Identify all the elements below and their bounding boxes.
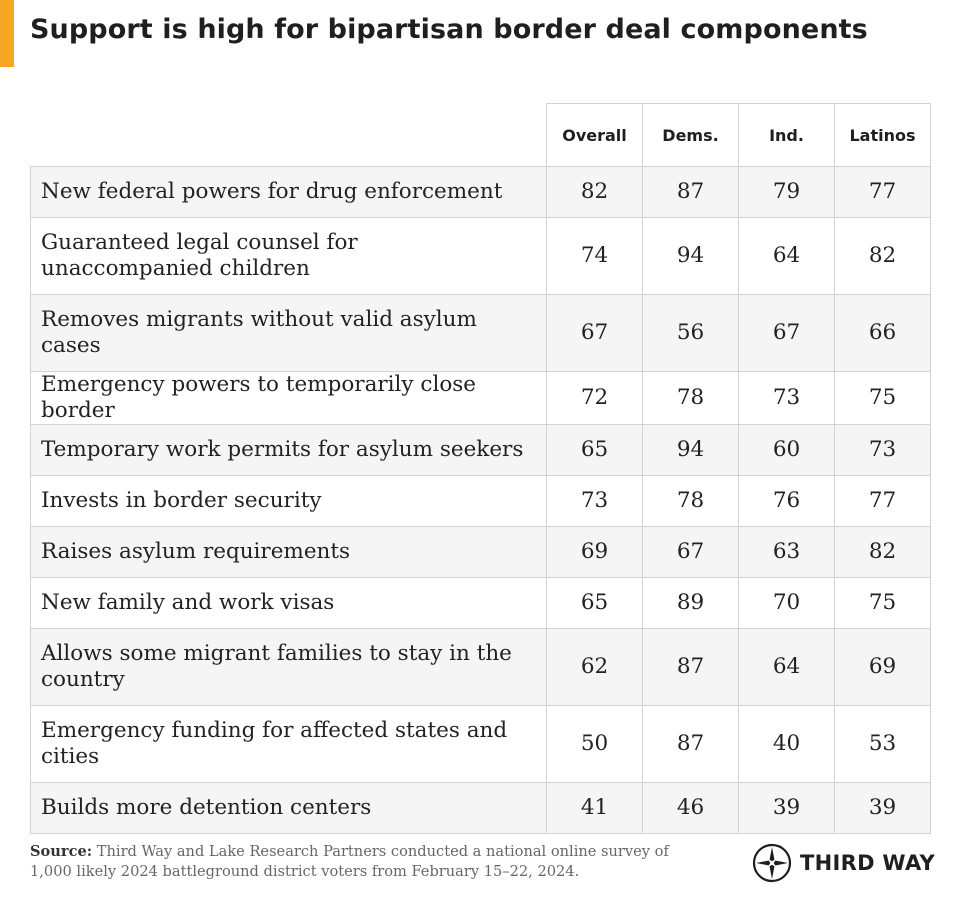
value-cell: 73 [738,371,835,425]
value-cell: 53 [834,705,931,783]
table-row: New federal powers for drug enforcement 8… [30,166,931,218]
value-cell: 62 [546,628,643,706]
value-cell: 79 [738,166,835,218]
value-cell: 67 [642,526,739,578]
table-row: Raises asylum requirements 69 67 63 82 [30,526,931,578]
value-cell: 73 [546,475,643,527]
value-cell: 67 [738,294,835,372]
table-row: Guaranteed legal counsel for unaccompani… [30,217,931,295]
compass-star-icon [752,843,792,883]
table-row: Emergency funding for affected states an… [30,705,931,783]
row-label: Emergency powers to temporarily close bo… [30,371,547,425]
source-text: Third Way and Lake Research Partners con… [30,843,669,880]
value-cell: 73 [834,424,931,476]
value-cell: 77 [834,475,931,527]
table-row: Allows some migrant families to stay in … [30,628,931,706]
value-cell: 75 [834,577,931,629]
value-cell: 78 [642,371,739,425]
value-cell: 41 [546,782,643,834]
row-label: Invests in border security [30,475,547,527]
value-cell: 82 [834,217,931,295]
column-header: Latinos [834,103,931,167]
row-label: Temporary work permits for asylum seeker… [30,424,547,476]
value-cell: 74 [546,217,643,295]
value-cell: 70 [738,577,835,629]
results-table: Overall Dems. Ind. Latinos New federal p… [30,103,931,834]
value-cell: 67 [546,294,643,372]
value-cell: 39 [834,782,931,834]
row-label: Guaranteed legal counsel for unaccompani… [30,217,547,295]
value-cell: 78 [642,475,739,527]
source-label: Source: [30,843,93,860]
row-label: New family and work visas [30,577,547,629]
row-label: Allows some migrant families to stay in … [30,628,547,706]
value-cell: 50 [546,705,643,783]
value-cell: 56 [642,294,739,372]
value-cell: 40 [738,705,835,783]
logo-wordmark: THIRD WAY [800,851,935,875]
title-accent-bar [0,0,14,67]
table-body: New federal powers for drug enforcement 8… [30,166,931,834]
value-cell: 94 [642,217,739,295]
value-cell: 87 [642,628,739,706]
value-cell: 39 [738,782,835,834]
column-header: Ind. [738,103,835,167]
row-label: Removes migrants without valid asylum ca… [30,294,547,372]
table-row: New family and work visas 65 89 70 75 [30,577,931,629]
row-label: Emergency funding for affected states an… [30,705,547,783]
value-cell: 72 [546,371,643,425]
value-cell: 66 [834,294,931,372]
value-cell: 65 [546,424,643,476]
value-cell: 82 [834,526,931,578]
table-row: Builds more detention centers 41 46 39 39 [30,782,931,834]
value-cell: 82 [546,166,643,218]
value-cell: 77 [834,166,931,218]
row-label: Raises asylum requirements [30,526,547,578]
column-header: Overall [546,103,643,167]
value-cell: 69 [546,526,643,578]
value-cell: 64 [738,217,835,295]
row-label: Builds more detention centers [30,782,547,834]
table-row: Invests in border security 73 78 76 77 [30,475,931,527]
value-cell: 69 [834,628,931,706]
row-label: New federal powers for drug enforcement [30,166,547,218]
table-row: Temporary work permits for asylum seeker… [30,424,931,476]
table-row: Emergency powers to temporarily close bo… [30,371,931,425]
value-cell: 76 [738,475,835,527]
chart-title: Support is high for bipartisan border de… [30,14,868,45]
third-way-logo: THIRD WAY [752,843,935,883]
value-cell: 94 [642,424,739,476]
value-cell: 89 [642,577,739,629]
value-cell: 87 [642,166,739,218]
header-blank-cell [30,103,547,167]
value-cell: 46 [642,782,739,834]
value-cell: 64 [738,628,835,706]
value-cell: 60 [738,424,835,476]
source-note: Source: Third Way and Lake Research Part… [30,842,690,882]
value-cell: 87 [642,705,739,783]
value-cell: 75 [834,371,931,425]
value-cell: 63 [738,526,835,578]
value-cell: 65 [546,577,643,629]
column-header: Dems. [642,103,739,167]
table-row: Removes migrants without valid asylum ca… [30,294,931,372]
header-row: Overall Dems. Ind. Latinos [30,103,931,167]
